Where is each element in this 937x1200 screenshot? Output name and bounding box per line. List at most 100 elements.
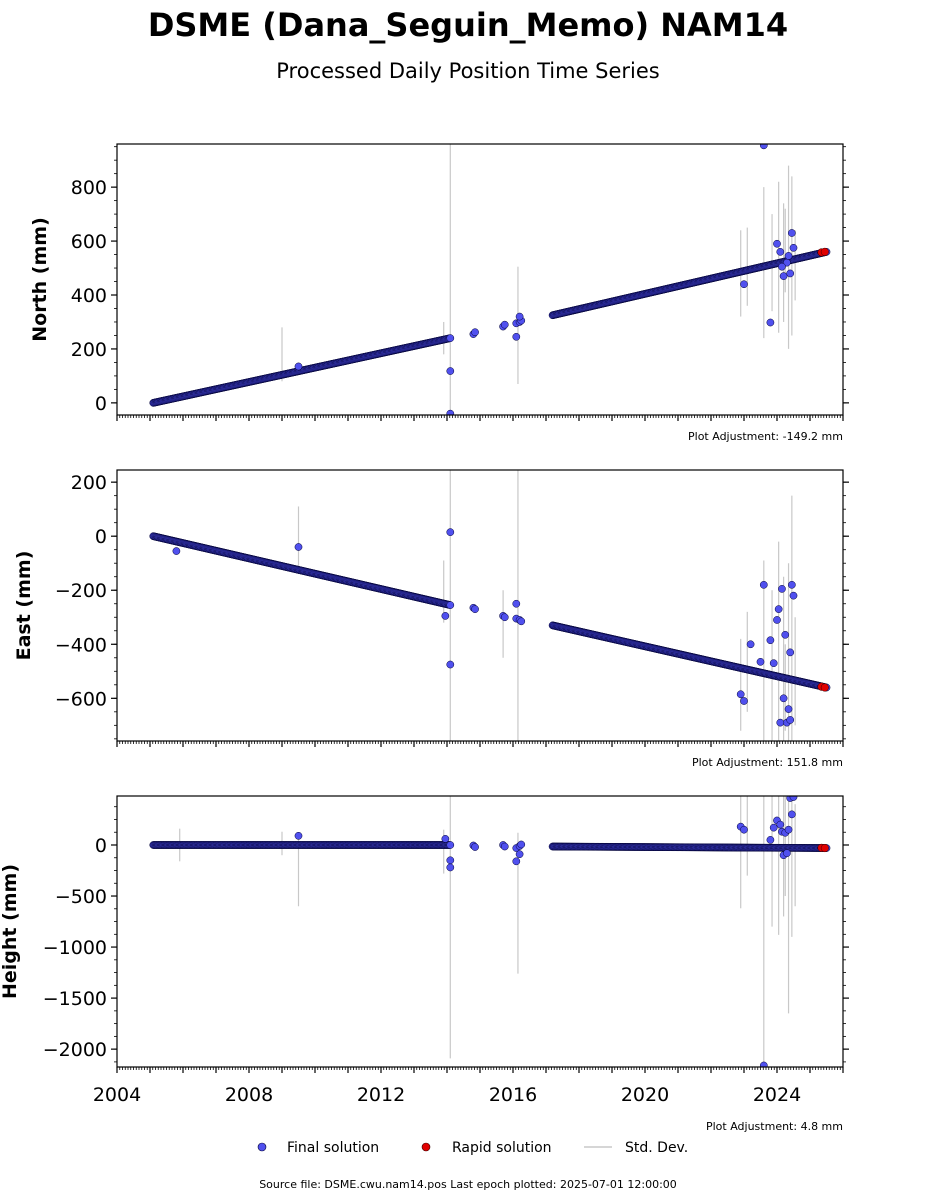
plot-adjustment-note: Plot Adjustment: 151.8 mm (692, 756, 843, 769)
x-tick-label: 2008 (225, 1084, 273, 1106)
final-solution-point (776, 248, 785, 256)
final-solution-point (788, 229, 796, 237)
plot-area (149, 470, 831, 741)
final-solution-point (446, 660, 455, 669)
panel-frame (116, 469, 844, 742)
final-solution-point (788, 580, 796, 589)
panel-1: 0 200 400 600 800 North (mm) Plot Adjustment: … (29, 143, 849, 443)
y-tick-label: 0 (95, 835, 107, 857)
y-tick-label: 0 (95, 393, 107, 415)
final-solution-point (789, 591, 798, 600)
final-solution-point (779, 272, 788, 280)
final-solution-point (773, 616, 781, 624)
final-solution-point (776, 718, 785, 727)
y-tick-label: −500 (55, 886, 107, 908)
final-solution-point (500, 320, 509, 329)
final-solution-point (294, 362, 303, 371)
figure-title: DSME (Dana_Seguin_Memo) NAM14 (148, 6, 788, 44)
y-tick-label: −2000 (43, 1039, 107, 1061)
panel-3: −2000 −1500 −1000 −500 0 2004 2008 2012 2016 2020… (0, 795, 849, 1133)
x-tick-label: 2016 (489, 1084, 537, 1106)
y-axis-label: North (mm) (29, 217, 51, 342)
final-solution-point (778, 585, 786, 593)
final-solution-point (759, 580, 768, 589)
final-solution-point (500, 842, 509, 851)
final-solution-point (740, 280, 748, 289)
y-tick-label: 800 (71, 177, 107, 199)
y-axis-label: Height (mm) (0, 864, 21, 999)
rapid-solution-point (820, 247, 829, 256)
final-solution-point (784, 825, 793, 834)
final-solution-point (446, 528, 455, 536)
final-solution-point (471, 328, 479, 337)
final-solution-point (778, 262, 786, 271)
final-solution-point (294, 543, 303, 551)
final-solution-point (441, 835, 450, 843)
final-solution-point (766, 636, 775, 645)
y-tick-label: −1500 (43, 988, 107, 1010)
plot-area (149, 796, 831, 1067)
final-solution-point (783, 849, 791, 858)
final-solution-point (294, 831, 303, 840)
final-solution-point (789, 243, 798, 252)
legend-rapid-label: Rapid solution (452, 1140, 552, 1156)
legend-rapid-marker (421, 1142, 431, 1152)
final-solution-point (756, 657, 765, 666)
final-solution-point (515, 312, 524, 321)
final-solution-point (471, 843, 479, 851)
y-tick-label: 200 (71, 472, 107, 494)
source-line: Source file: DSME.cwu.nam14.pos Last epo… (259, 1178, 677, 1191)
panel-frame (116, 143, 844, 416)
legend-final-marker (257, 1142, 267, 1152)
y-tick-label: −600 (55, 688, 107, 710)
y-tick-label: −400 (55, 634, 107, 656)
final-solution-point (784, 705, 793, 713)
final-solution-point (736, 690, 745, 699)
plot-adjustment-note: Plot Adjustment: -149.2 mm (688, 430, 843, 443)
y-tick-label: −200 (55, 580, 107, 602)
final-solution-point (446, 601, 455, 609)
final-solution-point (446, 409, 455, 415)
rapid-solution-point (820, 683, 829, 692)
final-solution-point (446, 841, 455, 849)
rapid-solution-point (820, 844, 829, 853)
final-solution-point (740, 825, 748, 834)
y-tick-label: 400 (71, 285, 107, 307)
final-solution-point (446, 863, 455, 872)
y-tick-label: 600 (71, 231, 107, 253)
final-solution-point (515, 850, 524, 859)
plot-area (149, 144, 831, 415)
x-tick-label: 2012 (357, 1084, 405, 1106)
final-solution-point (512, 857, 521, 866)
final-solution-point (784, 252, 793, 260)
x-tick-label: 2004 (93, 1084, 141, 1106)
final-solution-point (774, 605, 783, 613)
final-solution-point (786, 648, 795, 657)
final-solution-point (789, 796, 798, 801)
x-tick-label: 2024 (753, 1084, 801, 1106)
final-solution-point (779, 694, 788, 703)
final-solution-point (766, 836, 775, 844)
final-solution-point (446, 856, 455, 865)
final-solution-point (766, 318, 775, 327)
final-solution-point (512, 599, 521, 608)
y-tick-label: 0 (95, 526, 107, 548)
y-tick-label: −1000 (43, 937, 107, 959)
final-solution-point (776, 820, 785, 829)
final-solution-point (446, 367, 455, 375)
final-solution-point (769, 659, 778, 668)
final-solution-point (441, 612, 450, 620)
panel-frame (116, 795, 844, 1068)
legend-final-label: Final solution (287, 1140, 379, 1156)
x-tick-label: 2020 (621, 1084, 669, 1106)
final-solution-point (517, 840, 526, 849)
final-solution-point (759, 1061, 768, 1067)
final-solution-point (769, 823, 778, 832)
final-solution-point (500, 613, 509, 622)
final-solution-point (786, 716, 795, 724)
plot-adjustment-note: Plot Adjustment: 4.8 mm (706, 1120, 843, 1133)
final-solution-point (740, 697, 748, 705)
legend-std-label: Std. Dev. (625, 1140, 688, 1156)
